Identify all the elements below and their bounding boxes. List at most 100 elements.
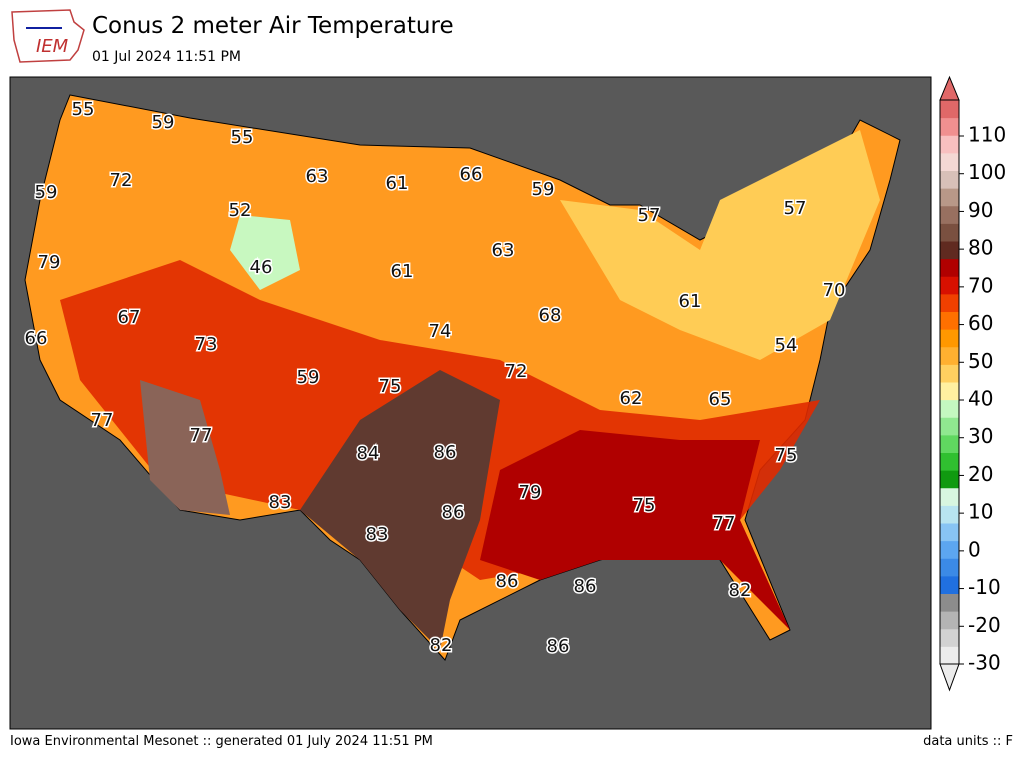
temp-label: 57 <box>638 205 661 226</box>
colorbar-tick-label: 90 <box>968 198 993 222</box>
temp-label: 86 <box>442 502 465 523</box>
colorbar-bin <box>940 311 959 330</box>
colorbar-tick-label: 80 <box>968 236 993 260</box>
temp-label: 72 <box>110 170 133 191</box>
temp-label: 63 <box>306 166 329 187</box>
colorbar-bin <box>940 611 959 630</box>
temp-label: 67 <box>118 307 141 328</box>
temp-label: 62 <box>620 388 643 409</box>
colorbar-bin <box>940 558 959 577</box>
colorbar-bin <box>940 329 959 348</box>
colorbar-bin <box>940 434 959 453</box>
colorbar-tick-label: 50 <box>968 349 993 373</box>
colorbar-bin <box>940 364 959 383</box>
colorbar-bin <box>940 575 959 594</box>
colorbar-bin <box>940 628 959 647</box>
colorbar-bin <box>940 170 959 189</box>
colorbar-bin <box>940 152 959 171</box>
temp-label: 59 <box>532 179 555 200</box>
colorbar-tick-label: -30 <box>968 651 1001 675</box>
temp-label: 70 <box>823 280 846 301</box>
temp-label: 57 <box>784 198 807 219</box>
temp-label: 83 <box>269 492 292 513</box>
colorbar-bin <box>940 452 959 471</box>
temp-label: 86 <box>547 636 570 657</box>
logo-text: IEM <box>36 36 69 57</box>
temp-label: 75 <box>379 376 402 397</box>
temp-label: 65 <box>709 389 732 410</box>
logo: IEM <box>11 9 85 63</box>
temp-label: 63 <box>492 240 515 261</box>
colorbar-tick-label: 60 <box>968 311 993 335</box>
temp-label: 84 <box>357 443 380 464</box>
temp-label: 52 <box>229 200 252 221</box>
temp-label: 86 <box>434 442 457 463</box>
temp-label: 77 <box>190 425 213 446</box>
colorbar-bin <box>940 135 959 154</box>
colorbar-bin <box>940 205 959 224</box>
colorbar-bin <box>940 223 959 242</box>
temp-label: 66 <box>460 164 483 185</box>
temp-label: 79 <box>519 482 542 503</box>
colorbar-frame <box>939 99 960 665</box>
temp-label: 75 <box>633 495 656 516</box>
colorbar-bin <box>940 293 959 312</box>
footer-left: Iowa Environmental Mesonet :: generated … <box>10 734 433 749</box>
temp-label: 61 <box>386 173 409 194</box>
colorbar-bin <box>940 540 959 559</box>
colorbar-bin <box>940 188 959 207</box>
colorbar-tick-label: 70 <box>968 273 993 297</box>
colorbar-bin <box>940 487 959 506</box>
colorbar-tick-label: 20 <box>968 462 993 486</box>
colorbar-bin <box>940 470 959 489</box>
temp-label: 77 <box>91 410 114 431</box>
temp-label: 82 <box>430 635 453 656</box>
temp-label: 75 <box>775 445 798 466</box>
temp-label: 46 <box>250 257 273 278</box>
temp-label: 86 <box>496 571 519 592</box>
colorbar-tick-label: -20 <box>968 613 1001 637</box>
temp-label: 74 <box>429 321 452 342</box>
temp-label: 59 <box>35 182 58 203</box>
temp-label: 72 <box>505 361 528 382</box>
colorbar-tick-label: 10 <box>968 500 993 524</box>
colorbar-bin <box>940 646 959 665</box>
temp-label: 66 <box>25 328 48 349</box>
temp-label: 59 <box>152 112 175 133</box>
temp-label: 61 <box>391 261 414 282</box>
temp-label: 55 <box>72 99 95 120</box>
colorbar-bin <box>940 593 959 612</box>
colorbar-bin <box>940 117 959 136</box>
colorbar-tick-label: 30 <box>968 424 993 448</box>
temp-label: 82 <box>729 580 752 601</box>
temp-label: 55 <box>231 127 254 148</box>
map <box>9 76 932 730</box>
colorbar: -30 -20 -10 0 10 20 30 40 50 60 70 80 90 100 110 <box>939 75 1006 692</box>
colorbar-bin <box>940 346 959 365</box>
colorbar-tick-label: 100 <box>968 160 1006 184</box>
map-labels: 55 59 55 63 61 66 59 72 59 52 57 57 79 46 61 63 70 67 73 68… <box>23 98 847 659</box>
temp-label: 68 <box>539 305 562 326</box>
colorbar-bin <box>940 523 959 542</box>
colorbar-bin <box>940 417 959 436</box>
temp-label: 54 <box>775 335 798 356</box>
colorbar-bin <box>940 399 959 418</box>
colorbar-bin <box>940 505 959 524</box>
colorbar-tick-label: 110 <box>968 123 1006 147</box>
footer-right: data units :: F <box>923 734 1013 749</box>
temp-label: 79 <box>38 252 61 273</box>
temp-label: 77 <box>713 513 736 534</box>
colorbar-bin <box>940 100 959 119</box>
colorbar-tick-label: 40 <box>968 387 993 411</box>
title: Conus 2 meter Air Temperature <box>92 13 454 39</box>
temp-label: 86 <box>574 576 597 597</box>
colorbar-low <box>939 663 960 692</box>
temp-label: 59 <box>297 367 320 388</box>
colorbar-bin <box>940 258 959 277</box>
colorbar-bin <box>940 241 959 260</box>
colorbar-tick-label: 0 <box>968 537 981 561</box>
subtitle: 01 Jul 2024 11:51 PM <box>92 49 241 65</box>
colorbar-bin <box>940 276 959 295</box>
temp-label: 61 <box>679 291 702 312</box>
